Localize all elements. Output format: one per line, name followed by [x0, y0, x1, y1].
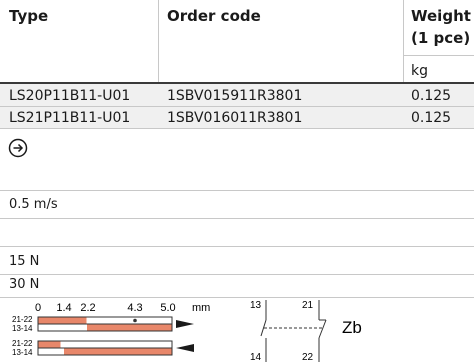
- contact-label: 21-22: [12, 339, 33, 348]
- spec-divider: [0, 218, 474, 219]
- contact-label: 13-14: [12, 324, 33, 333]
- row-divider: [0, 106, 474, 107]
- travel-speed: 0.5 m/s: [9, 197, 58, 212]
- header-weight: Weight: [411, 7, 471, 25]
- arrow-right-circle-icon: [8, 138, 28, 158]
- terminal-label: 21: [302, 300, 314, 311]
- terminal-label: 13: [250, 300, 262, 311]
- force-value: 30 N: [9, 277, 40, 292]
- header-weight-unit: kg: [411, 63, 428, 79]
- header-order-code: Order code: [167, 7, 261, 25]
- row-weight: 0.125: [411, 110, 452, 126]
- table-row: [0, 84, 474, 106]
- scale-label: 1.4: [56, 302, 71, 314]
- row-order-code: 1SBV015911R3801: [167, 88, 303, 104]
- unit-divider: [403, 55, 474, 56]
- row-divider: [0, 128, 474, 129]
- spec-divider: [0, 274, 474, 275]
- force-value: 15 N: [9, 254, 40, 269]
- contact-type-label: Zb: [342, 318, 362, 337]
- row-order-code: 1SBV016011R3801: [167, 110, 303, 126]
- scale-label: 0: [35, 302, 41, 314]
- row-type: LS21P11B11-U01: [9, 110, 131, 126]
- header-divider: [158, 0, 159, 128]
- scale-label: 5.0: [160, 302, 175, 314]
- scale-label: 2.2: [80, 302, 95, 314]
- row-type: LS20P11B11-U01: [9, 88, 131, 104]
- table-row: [0, 107, 474, 128]
- travel-diagram: 0 1.4 2.2 4.3 5.0 mm 21-22 13-14 21-22 1…: [12, 302, 210, 357]
- scale-label: 4.3: [127, 302, 142, 314]
- header-divider: [403, 0, 404, 128]
- header-weight-qty: (1 pce): [411, 29, 471, 47]
- terminal-label: 14: [250, 352, 262, 362]
- spec-divider: [0, 246, 474, 247]
- row-weight: 0.125: [411, 88, 452, 104]
- contact-label: 21-22: [12, 315, 33, 324]
- header-rule: [0, 82, 474, 84]
- header-type: Type: [9, 7, 49, 25]
- spec-divider: [0, 297, 474, 298]
- terminal-label: 22: [302, 352, 314, 362]
- contact-diagram: 13 21 14 22 Zb: [250, 300, 362, 362]
- spec-divider: [0, 190, 474, 191]
- contact-label: 13-14: [12, 348, 33, 357]
- scale-unit: mm: [192, 302, 210, 314]
